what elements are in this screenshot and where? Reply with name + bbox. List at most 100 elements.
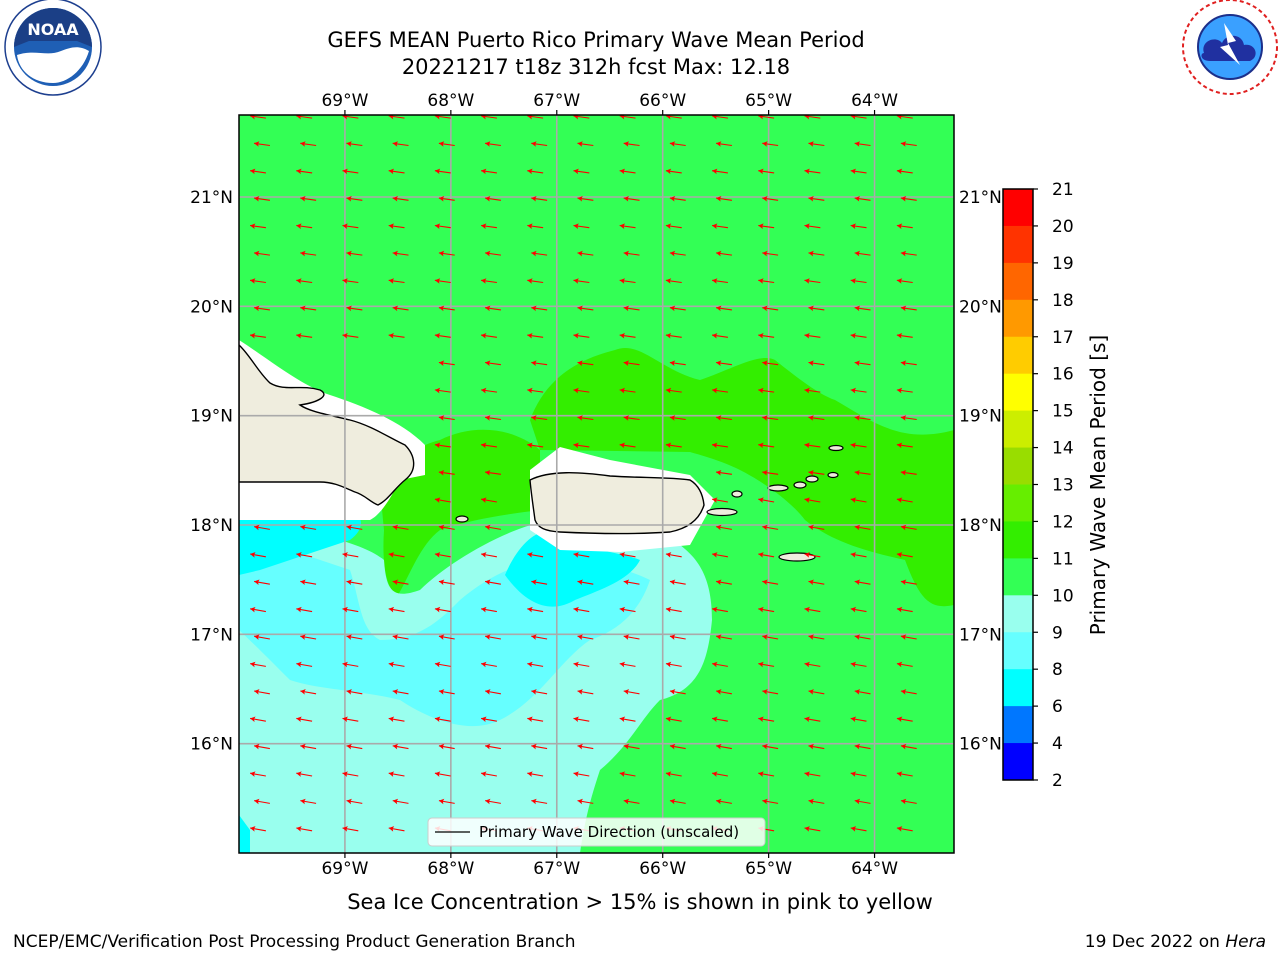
wave-arrow	[485, 689, 501, 695]
nws-logo-icon	[1182, 0, 1278, 95]
lat-label-left: 21°N	[190, 188, 233, 208]
map-frame	[238, 114, 955, 854]
wave-arrow	[300, 250, 317, 257]
wave-arrow	[758, 661, 775, 668]
wave-arrow	[900, 415, 917, 421]
lon-label-bottom: 66°W	[639, 859, 686, 879]
wave-arrow	[900, 689, 917, 695]
colorbar-tick-label: 8	[1052, 660, 1063, 680]
wave-arrow	[896, 223, 913, 229]
colorbar-tick-label: 17	[1052, 328, 1074, 348]
wave-arrow	[665, 278, 682, 284]
wave-arrow	[346, 305, 363, 312]
wave-arrow	[850, 387, 867, 394]
wave-arrow	[392, 524, 409, 531]
wave-arrow	[623, 579, 640, 586]
colorbar-tick-label: 11	[1052, 549, 1074, 569]
wave-arrow	[250, 716, 266, 723]
lon-label-bottom: 65°W	[745, 859, 792, 879]
colorbar-tick-label: 4	[1052, 734, 1063, 754]
wave-arrow	[804, 278, 821, 284]
wave-arrow	[712, 552, 728, 558]
wave-arrow	[481, 497, 497, 503]
wave-arrow	[896, 716, 913, 723]
wave-arrow	[623, 196, 640, 202]
wave-arrow	[296, 333, 313, 339]
colorbar-swatch	[1003, 336, 1033, 375]
wave-arrow	[900, 250, 917, 257]
wave-arrow	[527, 387, 544, 394]
lon-label-top: 66°W	[639, 91, 686, 111]
wave-arrow	[577, 743, 594, 750]
wave-arrow	[623, 141, 640, 147]
wave-arrow	[758, 387, 775, 394]
wave-arrow	[669, 579, 686, 586]
wave-arrow	[665, 716, 682, 723]
wave-arrow	[481, 168, 497, 175]
wave-arrow	[300, 196, 317, 202]
lon-label-top: 64°W	[851, 91, 898, 111]
colorbar-tick-label: 15	[1052, 402, 1074, 422]
wave-arrow	[438, 250, 455, 257]
colorbar-swatch	[1003, 373, 1033, 412]
wave-arrow	[531, 798, 548, 805]
wave-arrow	[854, 470, 871, 476]
wave-arrow	[577, 250, 594, 257]
wave-arrow	[342, 716, 359, 723]
wave-arrow	[296, 223, 313, 229]
wave-arrow	[485, 470, 501, 476]
wave-arrow	[762, 798, 779, 805]
wave-arrow	[434, 716, 451, 723]
wave-arrow	[665, 168, 682, 175]
wave-arrow	[296, 771, 313, 777]
colorbar-swatch	[1003, 262, 1033, 301]
wave-arrow	[716, 305, 732, 312]
wave-arrow	[388, 606, 405, 613]
wave-arrow	[392, 250, 409, 257]
tortola-island	[805, 475, 819, 483]
wave-arrow	[619, 333, 636, 339]
period-6-8-south-pr	[505, 532, 640, 607]
wave-arrow	[854, 579, 871, 586]
wave-arrow	[438, 415, 455, 421]
wave-arrow	[531, 579, 548, 586]
wave-arrow	[758, 333, 775, 339]
wave-arrow	[896, 497, 913, 503]
wave-arrow	[623, 360, 640, 366]
wave-arrow	[712, 223, 728, 229]
wave-arrow	[296, 168, 313, 175]
wave-arrow	[900, 743, 917, 750]
colorbar-swatch	[1003, 595, 1033, 633]
wave-arrow	[527, 278, 544, 284]
colorbar-swatch	[1003, 299, 1033, 338]
wave-arrow	[619, 661, 636, 668]
wave-arrow	[850, 278, 867, 284]
wave-arrow	[485, 415, 501, 421]
wave-arrow	[623, 798, 640, 805]
wave-arrow	[808, 524, 825, 531]
wave-arrow	[346, 196, 363, 202]
noaa-logo-icon: NOAA	[4, 0, 102, 96]
wave-arrow	[254, 250, 270, 257]
wave-arrow	[854, 524, 871, 531]
wave-arrow	[804, 497, 821, 503]
wave-arrow	[900, 634, 917, 640]
wave-arrow	[665, 442, 682, 449]
wave-arrow	[342, 223, 359, 229]
graticule	[239, 115, 954, 853]
wave-arrow	[481, 223, 497, 229]
wave-arrow	[758, 223, 775, 229]
wave-arrow	[712, 278, 728, 284]
wave-arrow	[392, 141, 409, 147]
wave-arrow	[296, 606, 313, 613]
wave-arrow	[573, 223, 590, 229]
colorbar-tick-label: 20	[1052, 217, 1074, 237]
wave-arrow	[669, 415, 686, 421]
wave-arrow	[438, 689, 455, 695]
wave-arrow	[758, 278, 775, 284]
wave-arrow	[577, 360, 594, 366]
anegada-island	[828, 444, 844, 452]
wave-arrow	[712, 168, 728, 175]
colorbar-tick-label: 21	[1052, 180, 1074, 200]
wave-arrow	[254, 141, 270, 147]
